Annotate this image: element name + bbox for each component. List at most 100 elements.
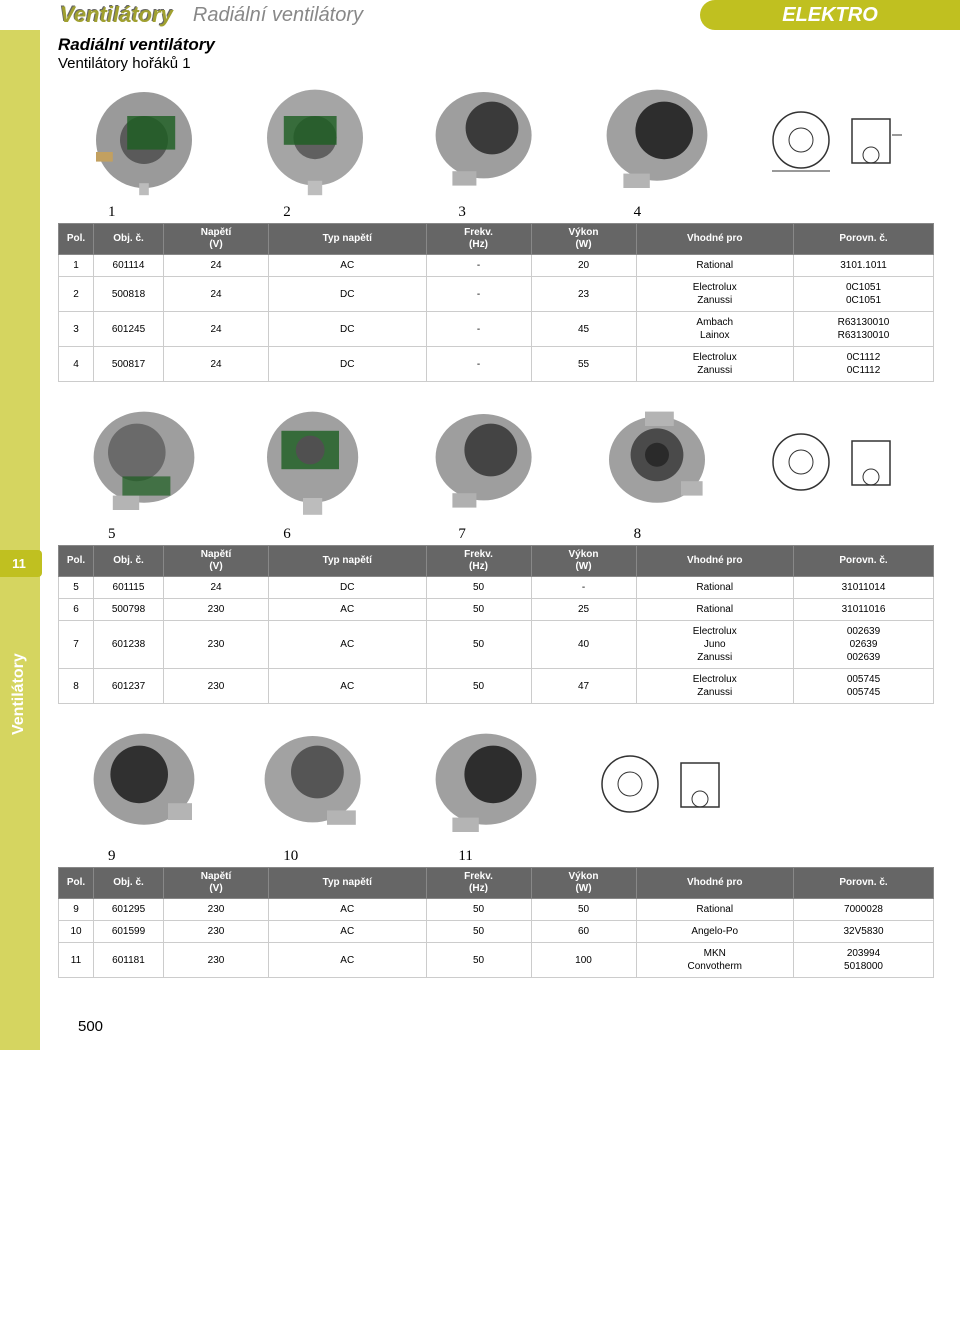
cell-hz: 50 <box>426 599 531 621</box>
cell-hz: 50 <box>426 899 531 921</box>
cell-pro: Ambach Lainox <box>636 312 794 347</box>
cell-hz: - <box>426 347 531 382</box>
col-obj: Obj. č. <box>94 546 164 577</box>
cell-obj: 601115 <box>94 577 164 599</box>
cell-hz: - <box>426 255 531 277</box>
cell-typ: AC <box>269 921 427 943</box>
table-row: 160111424AC-20Rational3101.1011 <box>59 255 934 277</box>
table-body-2: 560111524DC50-Rational310110146500798230… <box>59 577 934 704</box>
cell-w: 45 <box>531 312 636 347</box>
cell-pol: 6 <box>59 599 94 621</box>
col-v: Napětí (V) <box>164 868 269 899</box>
col-w: Výkon (W) <box>531 224 636 255</box>
cell-hz: 50 <box>426 669 531 704</box>
cell-v: 230 <box>164 599 269 621</box>
cell-w: - <box>531 577 636 599</box>
cell-obj: 601245 <box>94 312 164 347</box>
cell-hz: - <box>426 277 531 312</box>
cell-hz: 50 <box>426 577 531 599</box>
cell-typ: DC <box>269 312 427 347</box>
cell-pol: 7 <box>59 621 94 669</box>
table-row: 250081824DC-23Electrolux Zanussi0C1051 0… <box>59 277 934 312</box>
cell-w: 47 <box>531 669 636 704</box>
image-index-row-3: 9 10 11 <box>58 848 934 865</box>
cell-pol: 5 <box>59 577 94 599</box>
col-w: Výkon (W) <box>531 868 636 899</box>
cell-obj: 601295 <box>94 899 164 921</box>
col-hz: Frekv. (Hz) <box>426 546 531 577</box>
image-index: 5 <box>58 526 233 543</box>
image-index: 1 <box>58 204 233 221</box>
cell-typ: DC <box>269 277 427 312</box>
product-diagram <box>763 80 913 200</box>
product-image-row-2 <box>58 402 934 522</box>
cell-typ: DC <box>269 577 427 599</box>
cell-pol: 11 <box>59 943 94 978</box>
cell-pro: MKN Convotherm <box>636 943 794 978</box>
table-body-3: 9601295230AC5050Rational7000028106015992… <box>59 899 934 978</box>
col-pol: Pol. <box>59 868 94 899</box>
col-hz: Frekv. (Hz) <box>426 868 531 899</box>
cell-w: 55 <box>531 347 636 382</box>
cell-pro: Rational <box>636 577 794 599</box>
col-typ: Typ napětí <box>269 868 427 899</box>
cell-w: 25 <box>531 599 636 621</box>
col-por: Porovn. č. <box>794 546 934 577</box>
cell-v: 24 <box>164 255 269 277</box>
image-index: 2 <box>233 204 408 221</box>
header-main-title: Ventilátory <box>60 2 173 28</box>
cell-por: R63130010 R63130010 <box>794 312 934 347</box>
cell-obj: 500798 <box>94 599 164 621</box>
col-pro: Vhodné pro <box>636 224 794 255</box>
cell-pol: 2 <box>59 277 94 312</box>
product-image <box>421 724 551 844</box>
cell-por: 005745 005745 <box>794 669 934 704</box>
cell-pro: Rational <box>636 255 794 277</box>
image-index-row-2: 5 6 7 8 <box>58 526 934 543</box>
cell-por: 31011016 <box>794 599 934 621</box>
cell-v: 24 <box>164 347 269 382</box>
header-left: Ventilátory Radiální ventilátory <box>60 0 363 30</box>
table-header-row: Pol. Obj. č. Napětí (V) Typ napětí Frekv… <box>59 868 934 899</box>
product-image <box>421 402 551 522</box>
products-table-1: Pol. Obj. č. Napětí (V) Typ napětí Frekv… <box>58 223 934 382</box>
table-row: 7601238230AC5040Electrolux Juno Zanussi0… <box>59 621 934 669</box>
cell-pro: Electrolux Zanussi <box>636 347 794 382</box>
side-vertical-label: Ventilátory <box>10 653 28 735</box>
products-table-2: Pol. Obj. č. Napětí (V) Typ napětí Frekv… <box>58 545 934 704</box>
cell-pro: Rational <box>636 899 794 921</box>
cell-typ: AC <box>269 943 427 978</box>
image-index-row-1: 1 2 3 4 <box>58 204 934 221</box>
product-image-spacer <box>783 724 913 844</box>
cell-pol: 4 <box>59 347 94 382</box>
table-row: 450081724DC-55Electrolux Zanussi0C1112 0… <box>59 347 934 382</box>
cell-w: 60 <box>531 921 636 943</box>
cell-hz: - <box>426 312 531 347</box>
cell-hz: 50 <box>426 921 531 943</box>
col-pol: Pol. <box>59 546 94 577</box>
image-index-spacer <box>759 848 934 865</box>
table-row: 11601181230AC50100MKN Convotherm203994 5… <box>59 943 934 978</box>
cell-pro: Electrolux Zanussi <box>636 277 794 312</box>
page-body: 11 Ventilátory Radiální ventilátory Vent… <box>0 30 960 1050</box>
section-subheader: Radiální ventilátory Ventilátory hořáků … <box>58 35 934 72</box>
product-image <box>79 80 209 200</box>
cell-por: 3101.1011 <box>794 255 934 277</box>
product-image <box>250 724 380 844</box>
cell-por: 203994 5018000 <box>794 943 934 978</box>
cell-w: 40 <box>531 621 636 669</box>
top-header: Ventilátory Radiální ventilátory ELEKTRO <box>0 0 960 30</box>
product-image <box>592 80 722 200</box>
cell-v: 24 <box>164 277 269 312</box>
product-diagram <box>592 724 742 844</box>
product-image-row-3 <box>58 724 934 844</box>
image-index: 6 <box>233 526 408 543</box>
cell-typ: DC <box>269 347 427 382</box>
cell-pro: Angelo-Po <box>636 921 794 943</box>
col-v: Napětí (V) <box>164 224 269 255</box>
products-table-3: Pol. Obj. č. Napětí (V) Typ napětí Frekv… <box>58 867 934 978</box>
cell-v: 230 <box>164 899 269 921</box>
cell-v: 230 <box>164 943 269 978</box>
product-image-row-1 <box>58 80 934 200</box>
header-sub-title: Radiální ventilátory <box>193 4 363 27</box>
